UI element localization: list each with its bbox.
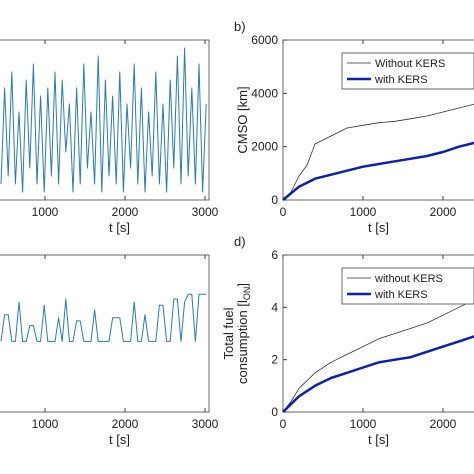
y-tick-label: 4000 — [251, 86, 278, 100]
y-axis-label-text: consumption [l — [235, 300, 250, 384]
x-tick-label: 1000 — [350, 205, 377, 219]
y-axis-label: Total fuel — [221, 307, 236, 359]
x-tick-label: 2000 — [112, 205, 139, 219]
x-tick-label: 3000 — [192, 205, 219, 219]
legend-box — [341, 267, 474, 305]
legend-label: without KERS — [374, 273, 443, 285]
y-axis-label-sub: ON — [242, 287, 252, 301]
data-line — [0, 47, 207, 193]
panel-label: b) — [234, 19, 246, 34]
y-tick-label: 2000 — [251, 140, 278, 154]
legend-label: with KERS — [374, 74, 428, 86]
x-tick-label: 2000 — [430, 417, 457, 431]
y-tick-label: 0 — [271, 193, 278, 207]
legend-label: Without KERS — [375, 58, 445, 70]
y-tick-label: 6000 — [251, 33, 278, 47]
y-tick-label: 4 — [271, 300, 278, 314]
x-axis-label: t [s] — [368, 432, 389, 447]
data-line — [282, 335, 474, 413]
y-axis-label-text: Total fuel — [221, 307, 236, 359]
y-axis-label-text: ] — [235, 283, 250, 287]
x-tick-label: 3000 — [192, 417, 219, 431]
x-tick-label: 1000 — [32, 205, 59, 219]
y-tick-label: 6 — [271, 248, 278, 262]
axes-box — [0, 254, 210, 413]
x-tick-label: 1000 — [32, 417, 59, 431]
legend-box — [341, 52, 474, 90]
x-axis-label: t [s] — [109, 432, 130, 447]
x-tick-label: 0 — [280, 205, 287, 219]
legend-label: with KERS — [374, 289, 428, 301]
y-axis-label: CMSO [km] — [235, 86, 250, 153]
y-tick-label: 2 — [271, 353, 278, 367]
x-tick-label: 1000 — [350, 417, 377, 431]
x-axis-label: t [s] — [109, 220, 130, 235]
x-tick-label: 0 — [280, 417, 287, 431]
x-tick-label: 2000 — [430, 205, 457, 219]
data-line — [282, 141, 474, 201]
data-line — [282, 103, 474, 201]
x-axis-label: t [s] — [368, 220, 389, 235]
panel-label: d) — [234, 234, 246, 249]
data-line — [0, 293, 207, 342]
y-tick-label: 0 — [271, 405, 278, 419]
y-axis-label: consumption [lON] — [235, 283, 252, 384]
y-axis-label-text: CMSO [km] — [235, 86, 250, 153]
x-tick-label: 2000 — [112, 417, 139, 431]
data-line — [282, 299, 474, 413]
